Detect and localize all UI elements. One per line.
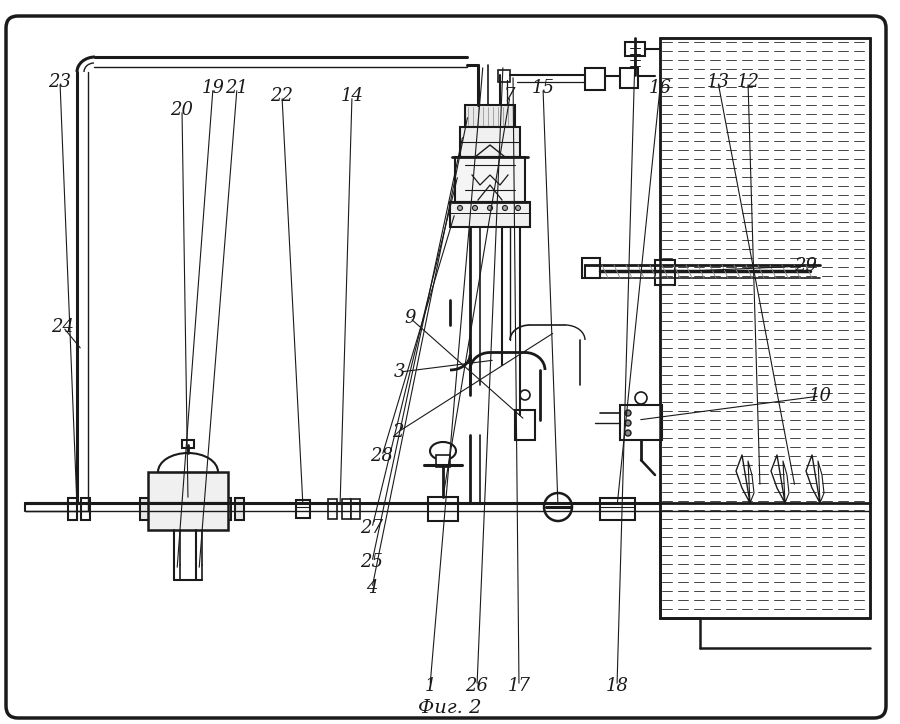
- Circle shape: [457, 206, 463, 211]
- Text: 21: 21: [226, 79, 248, 97]
- Bar: [620, 68, 638, 88]
- Text: 12: 12: [736, 73, 760, 91]
- Bar: [450, 202, 530, 227]
- Circle shape: [472, 206, 478, 211]
- Text: 9: 9: [404, 309, 416, 327]
- Bar: [153, 498, 162, 520]
- Bar: [182, 440, 194, 448]
- Bar: [660, 38, 870, 618]
- Bar: [655, 260, 675, 285]
- Text: 4: 4: [366, 579, 378, 597]
- Bar: [436, 455, 450, 467]
- Text: 25: 25: [361, 553, 383, 571]
- Bar: [328, 499, 337, 519]
- Bar: [515, 410, 535, 440]
- Bar: [342, 499, 351, 519]
- Bar: [68, 498, 77, 520]
- Text: 7: 7: [504, 87, 516, 105]
- Circle shape: [502, 206, 508, 211]
- Text: 28: 28: [371, 447, 393, 465]
- Bar: [460, 127, 520, 157]
- Bar: [625, 42, 645, 56]
- Circle shape: [625, 420, 631, 426]
- Text: 24: 24: [51, 318, 75, 336]
- Circle shape: [516, 206, 520, 211]
- Bar: [620, 405, 662, 440]
- Text: 22: 22: [271, 87, 293, 105]
- Text: 2: 2: [392, 423, 404, 441]
- Text: 18: 18: [606, 677, 628, 695]
- FancyBboxPatch shape: [6, 16, 886, 718]
- Bar: [81, 498, 90, 520]
- Text: 19: 19: [202, 79, 224, 97]
- Bar: [600, 498, 635, 520]
- Text: Фиг. 2: Фиг. 2: [418, 699, 482, 717]
- Circle shape: [520, 390, 530, 400]
- Text: 14: 14: [340, 87, 364, 105]
- Bar: [148, 472, 228, 530]
- Text: 27: 27: [361, 519, 383, 537]
- Text: 15: 15: [532, 79, 554, 97]
- Bar: [498, 70, 510, 82]
- Bar: [585, 68, 605, 90]
- Text: 17: 17: [508, 677, 530, 695]
- Bar: [582, 258, 600, 278]
- Circle shape: [625, 410, 631, 416]
- Circle shape: [544, 493, 572, 521]
- Bar: [140, 498, 149, 520]
- Circle shape: [625, 430, 631, 436]
- Text: 23: 23: [49, 73, 71, 91]
- Circle shape: [635, 392, 647, 404]
- Bar: [296, 500, 310, 518]
- Bar: [351, 499, 360, 519]
- Bar: [455, 157, 525, 202]
- Text: 3: 3: [394, 363, 406, 381]
- Ellipse shape: [430, 442, 456, 460]
- Text: 16: 16: [649, 79, 671, 97]
- Text: 13: 13: [706, 73, 730, 91]
- Text: 10: 10: [808, 387, 832, 405]
- Bar: [428, 497, 458, 521]
- Bar: [222, 498, 231, 520]
- Text: 26: 26: [465, 677, 489, 695]
- Bar: [465, 105, 515, 127]
- Text: 29: 29: [795, 257, 817, 275]
- Bar: [235, 498, 244, 520]
- Text: 20: 20: [170, 101, 194, 119]
- Circle shape: [488, 206, 492, 211]
- Text: 1: 1: [424, 677, 436, 695]
